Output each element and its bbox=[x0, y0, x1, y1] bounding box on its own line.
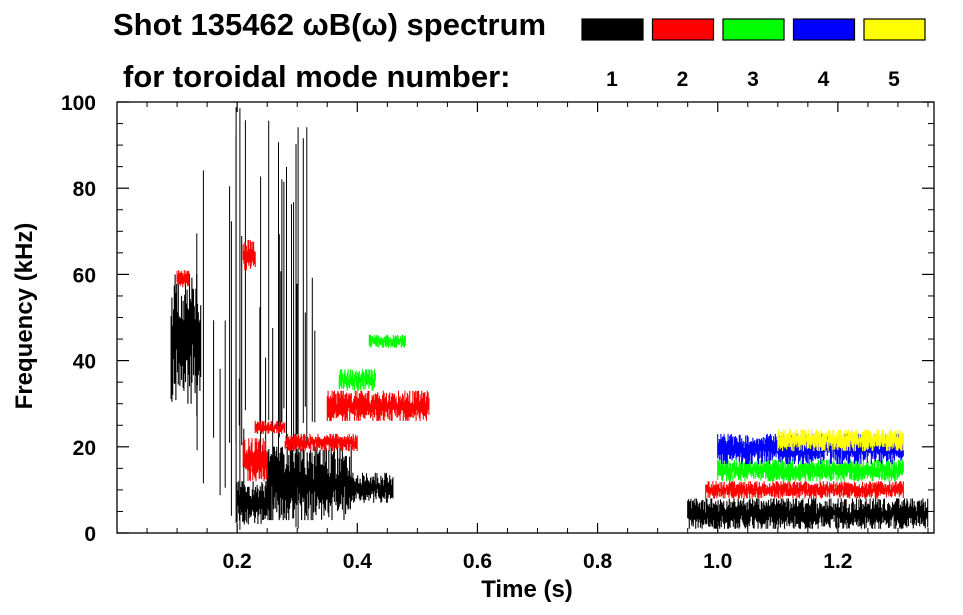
mode-1-trace bbox=[266, 446, 352, 521]
mode-1-band bbox=[196, 107, 316, 530]
mode-2-band bbox=[242, 239, 256, 271]
axes: 0.2 0.4 0.6 0.8 1.0 1.2 0 20 40 60 80 100 bbox=[61, 92, 934, 573]
mode-2-band bbox=[705, 481, 904, 499]
mode-3-band bbox=[717, 459, 904, 482]
legend-swatch-mode-1 bbox=[581, 18, 644, 41]
mode-1-bursts bbox=[196, 107, 316, 530]
mode-2-band bbox=[176, 270, 190, 288]
mode-2-trace bbox=[242, 239, 256, 271]
mode-2-trace bbox=[176, 270, 190, 288]
x-tick-label: 1.0 bbox=[703, 550, 732, 573]
legend-label-mode-1: 1 bbox=[606, 68, 618, 91]
y-axis-label: Frequency (kHz) bbox=[11, 223, 38, 410]
mode-2-band bbox=[242, 438, 268, 482]
mode-5-trace bbox=[777, 429, 904, 452]
legend-swatch-mode-4 bbox=[792, 18, 856, 41]
mode-1-band bbox=[170, 274, 202, 404]
mode-1-trace bbox=[687, 498, 929, 529]
legend-swatch-mode-5 bbox=[863, 18, 926, 41]
y-tick-label: 0 bbox=[84, 523, 96, 546]
x-tick-label: 0.4 bbox=[343, 550, 373, 573]
mode-2-trace bbox=[705, 481, 904, 499]
mode-2-band bbox=[284, 433, 358, 452]
x-tick-label: 1.2 bbox=[823, 550, 852, 573]
y-tick-label: 40 bbox=[73, 351, 96, 374]
mode-1-trace bbox=[170, 274, 202, 404]
mode-1-trace bbox=[236, 481, 268, 525]
mode-3-trace bbox=[717, 459, 904, 482]
mode-2-trace bbox=[242, 438, 268, 482]
chart-title: Shot 135462 ωB(ω) spectrum bbox=[113, 7, 546, 42]
mode-1-trace bbox=[350, 472, 394, 503]
mode-3-band bbox=[368, 334, 406, 348]
x-axis-label: Time (s) bbox=[481, 576, 573, 603]
mode-3-trace bbox=[368, 334, 406, 348]
mode-3-trace bbox=[338, 369, 376, 391]
y-tick-label: 60 bbox=[73, 264, 96, 287]
y-tick-label: 80 bbox=[73, 178, 96, 201]
legend-swatch-mode-3 bbox=[722, 18, 785, 41]
mode-3-band bbox=[338, 369, 376, 391]
legend-label-mode-2: 2 bbox=[677, 68, 689, 91]
x-tick-label: 0.6 bbox=[463, 550, 492, 573]
plot-area bbox=[170, 107, 929, 530]
x-tick-label: 0.8 bbox=[583, 550, 613, 573]
y-tick-label: 20 bbox=[73, 437, 96, 460]
mode-2-trace bbox=[254, 420, 286, 434]
legend: 1 2 3 4 5 bbox=[581, 18, 926, 91]
mode-2-trace bbox=[284, 433, 358, 452]
legend-label-mode-5: 5 bbox=[888, 68, 900, 91]
mode-1-band bbox=[266, 446, 352, 521]
x-tick-label: 0.2 bbox=[223, 550, 252, 573]
mode-2-band bbox=[326, 390, 430, 421]
y-tick-label: 100 bbox=[61, 92, 96, 115]
mode-2-band bbox=[254, 420, 286, 434]
chart-subtitle: for toroidal mode number: bbox=[123, 59, 511, 94]
mode-2-trace bbox=[326, 390, 430, 421]
mode-1-band bbox=[236, 481, 268, 525]
mode-1-band bbox=[687, 498, 929, 529]
legend-label-mode-4: 4 bbox=[818, 68, 830, 91]
mode-1-band bbox=[350, 472, 394, 503]
legend-swatch-mode-2 bbox=[651, 18, 715, 41]
mode-5-band bbox=[777, 429, 904, 452]
legend-label-mode-3: 3 bbox=[747, 68, 759, 91]
